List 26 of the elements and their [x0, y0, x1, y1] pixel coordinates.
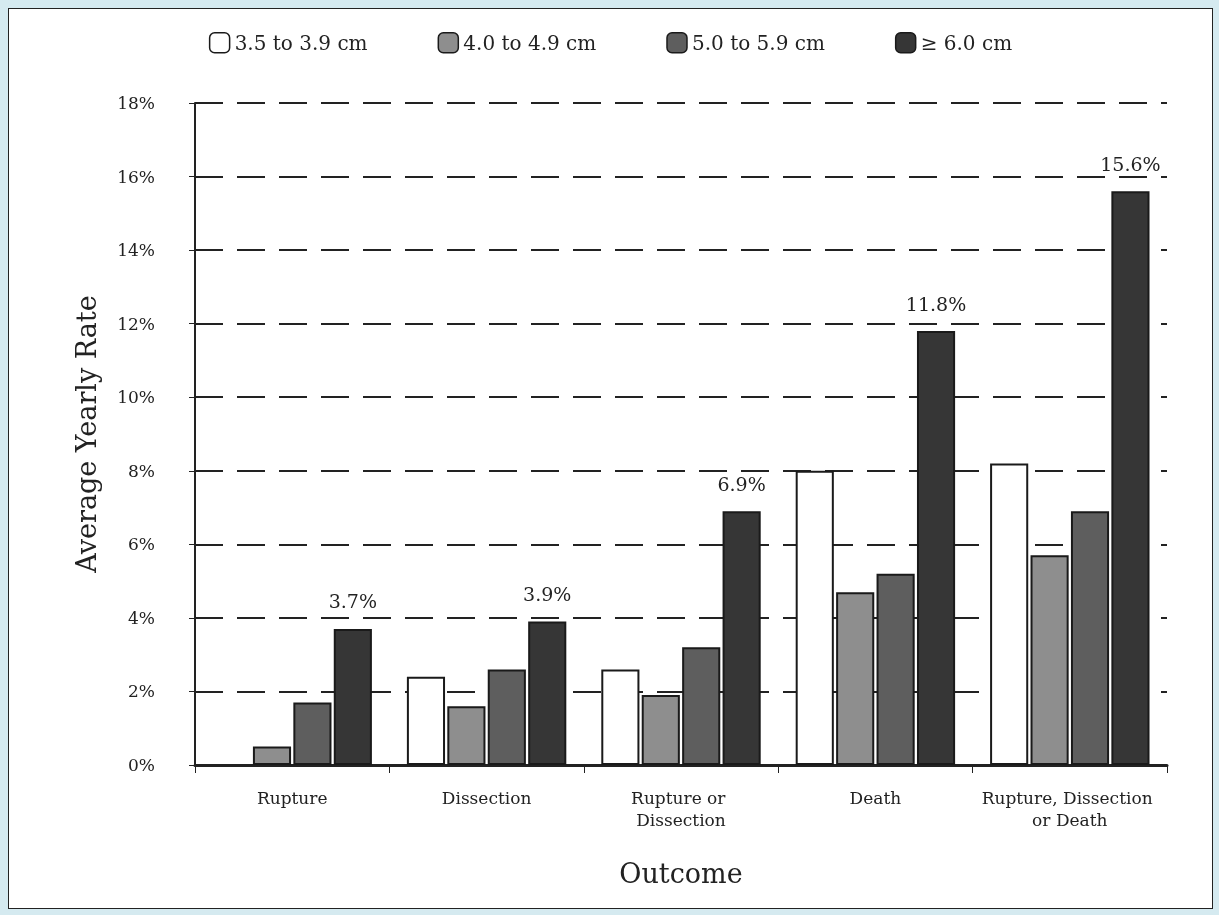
x-tick-label: Rupture or Dissection: [631, 788, 731, 830]
y-tick-label: 14%: [117, 240, 155, 261]
data-label: 11.8%: [905, 292, 967, 315]
legend-label: 5.0 to 5.9 cm: [691, 30, 825, 55]
y-tick-label: 18%: [117, 93, 155, 113]
legend-label: 4.0 to 4.9 cm: [463, 30, 597, 55]
y-tick-label: 10%: [117, 387, 155, 408]
y-tick-label: 8%: [128, 460, 155, 481]
y-tick-label: 6%: [128, 534, 155, 555]
y-tick-label: 0%: [128, 755, 155, 775]
y-tick-label: 16%: [117, 166, 155, 187]
data-label: 6.9%: [717, 472, 766, 495]
x-tick-label: Dissection: [441, 788, 532, 808]
x-axis-title: Outcome: [619, 858, 743, 889]
x-tick-label: Rupture: [256, 788, 328, 808]
x-tick-label: Rupture, Dissection or Death: [981, 788, 1158, 830]
legend-label: 3.5 to 3.9 cm: [234, 30, 368, 55]
data-label: 3.9%: [523, 583, 572, 606]
y-tick-label: 12%: [117, 313, 155, 334]
legend-label: ≥ 6.0 cm: [920, 30, 1013, 55]
y-axis-title: Average Yearly Rate: [71, 295, 102, 574]
y-tick-label: 2%: [128, 681, 155, 702]
data-label: 3.7%: [328, 590, 377, 613]
data-label: 15.6%: [1100, 152, 1161, 175]
y-tick-label: 4%: [128, 607, 155, 628]
x-tick-label: Death: [849, 788, 902, 808]
